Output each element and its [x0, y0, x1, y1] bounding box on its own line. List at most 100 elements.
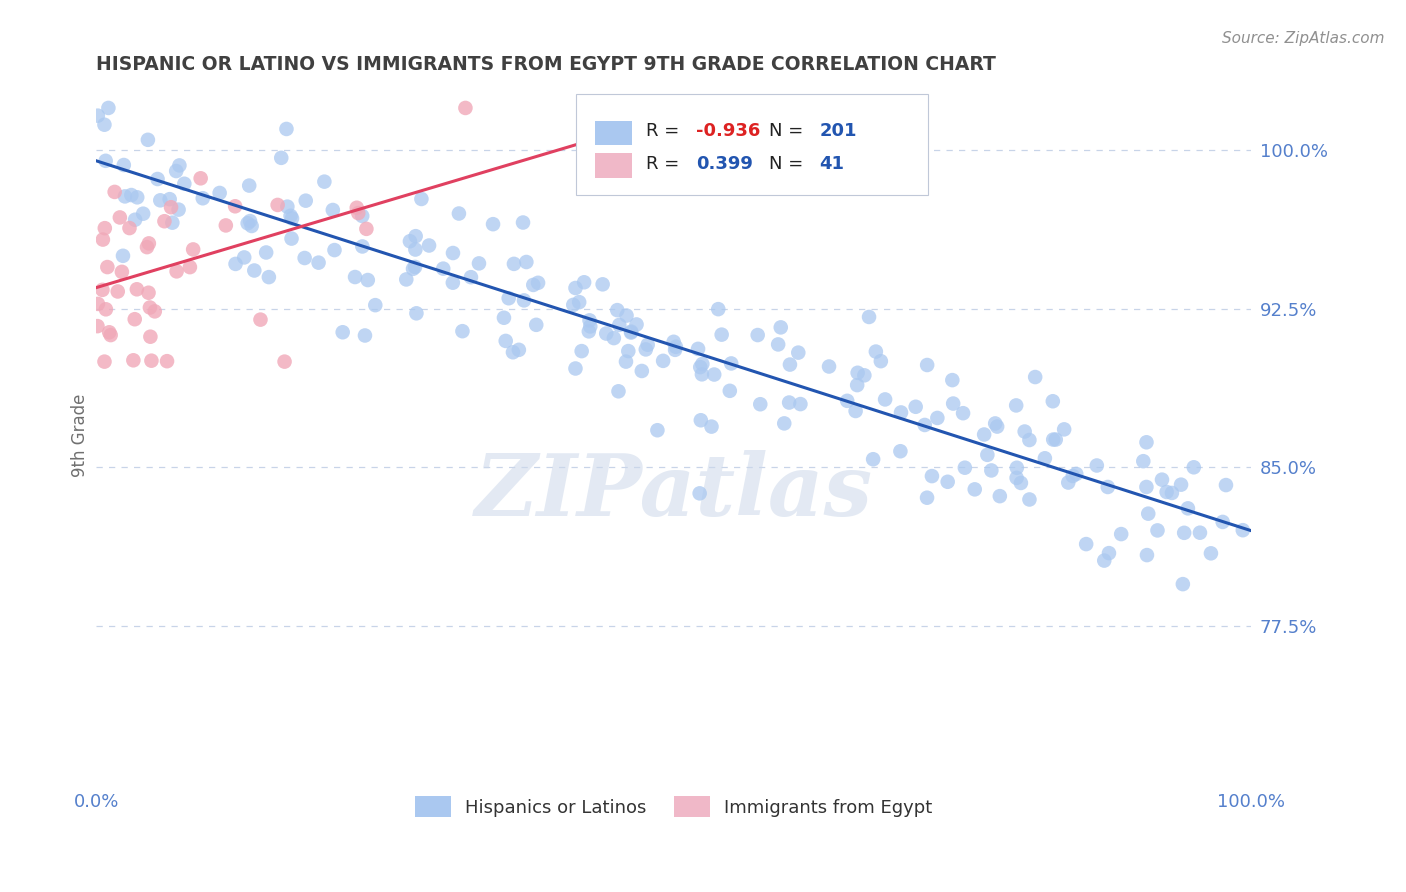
Point	[524, 318, 547, 332]
Point	[112, 158, 135, 172]
Point	[703, 368, 725, 382]
Point	[953, 460, 976, 475]
Point	[159, 192, 181, 206]
Point	[94, 153, 117, 168]
Point	[1182, 460, 1205, 475]
Point	[352, 239, 374, 253]
Point	[120, 188, 142, 202]
Point	[773, 417, 796, 431]
Point	[620, 325, 643, 339]
Point	[364, 298, 387, 312]
Bar	[595, 153, 633, 178]
Point	[1042, 433, 1064, 447]
Point	[498, 291, 520, 305]
Point	[314, 175, 336, 189]
Point	[418, 238, 440, 252]
Point	[845, 404, 868, 418]
Point	[404, 243, 426, 257]
Point	[460, 270, 482, 285]
Point	[1097, 480, 1119, 494]
Point	[238, 178, 260, 193]
Point	[294, 194, 316, 208]
Point	[87, 297, 110, 311]
Point	[132, 207, 155, 221]
Point	[1161, 486, 1184, 500]
Point	[1057, 475, 1080, 490]
Point	[125, 282, 148, 296]
Point	[97, 101, 120, 115]
Point	[875, 392, 897, 407]
Point	[1010, 475, 1032, 490]
Point	[356, 222, 378, 236]
Point	[1150, 473, 1173, 487]
Point	[1170, 477, 1192, 491]
Point	[789, 397, 811, 411]
Point	[432, 261, 454, 276]
Text: HISPANIC OR LATINO VS IMMIGRANTS FROM EGYPT 9TH GRADE CORRELATION CHART: HISPANIC OR LATINO VS IMMIGRANTS FROM EG…	[96, 55, 995, 74]
Point	[225, 257, 247, 271]
Point	[167, 202, 190, 217]
Point	[904, 400, 927, 414]
Point	[86, 319, 108, 334]
Point	[441, 276, 464, 290]
FancyBboxPatch shape	[575, 94, 928, 195]
Point	[405, 306, 427, 320]
Point	[936, 475, 959, 489]
Text: ZIPatlas: ZIPatlas	[475, 450, 873, 533]
Text: 0.399: 0.399	[696, 154, 752, 172]
Point	[865, 344, 887, 359]
Point	[104, 185, 127, 199]
Point	[441, 246, 464, 260]
Point	[143, 304, 166, 318]
Point	[689, 360, 711, 375]
Point	[1173, 525, 1195, 540]
Point	[332, 325, 354, 339]
Point	[96, 260, 118, 274]
Point	[405, 229, 427, 244]
Point	[273, 354, 295, 368]
Point	[512, 215, 534, 229]
Point	[323, 243, 346, 257]
Point	[1045, 433, 1067, 447]
Point	[626, 318, 648, 332]
Point	[495, 334, 517, 348]
Y-axis label: 9th Grade: 9th Grade	[72, 394, 89, 477]
Point	[503, 257, 526, 271]
Point	[620, 326, 643, 340]
Point	[141, 353, 163, 368]
Point	[579, 319, 602, 334]
Point	[402, 261, 425, 276]
Text: 201: 201	[820, 121, 856, 140]
Legend: Hispanics or Latinos, Immigrants from Egypt: Hispanics or Latinos, Immigrants from Eg…	[408, 789, 941, 824]
Point	[914, 417, 936, 432]
Point	[173, 177, 195, 191]
Point	[124, 212, 146, 227]
Point	[270, 151, 292, 165]
Point	[395, 272, 418, 286]
Point	[522, 277, 544, 292]
Point	[689, 413, 711, 427]
Point	[190, 171, 212, 186]
Point	[700, 419, 723, 434]
Point	[1092, 553, 1115, 567]
Point	[616, 309, 638, 323]
Point	[166, 264, 188, 278]
Point	[179, 260, 201, 274]
Point	[346, 201, 368, 215]
Point	[564, 361, 586, 376]
Point	[665, 340, 688, 354]
Point	[779, 358, 801, 372]
Point	[236, 216, 259, 230]
Point	[1005, 460, 1028, 475]
Point	[846, 378, 869, 392]
Point	[240, 219, 263, 233]
Point	[1076, 537, 1098, 551]
Point	[1188, 525, 1211, 540]
Point	[91, 283, 114, 297]
Point	[846, 366, 869, 380]
Point	[578, 324, 600, 338]
Point	[169, 158, 191, 172]
Point	[1171, 577, 1194, 591]
Point	[111, 249, 134, 263]
Point	[942, 396, 965, 410]
